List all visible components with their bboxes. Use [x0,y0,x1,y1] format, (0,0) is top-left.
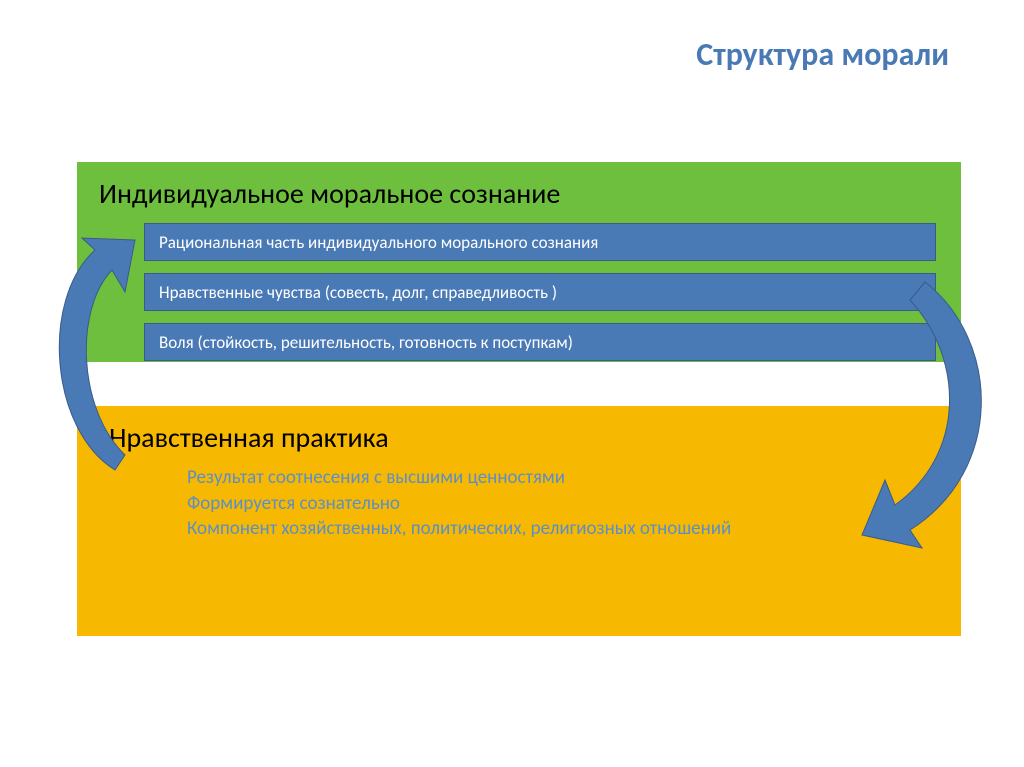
right-arrow-icon [0,0,1024,767]
right-arrow-path [862,282,981,548]
